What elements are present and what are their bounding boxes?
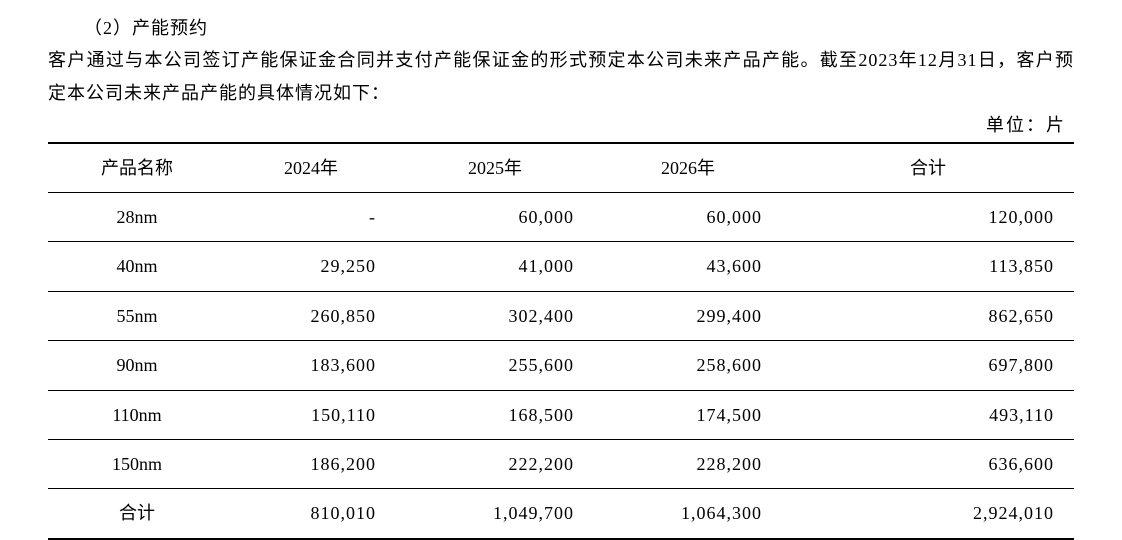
cell-value: 113,850	[782, 242, 1074, 291]
cell-value: 41,000	[396, 242, 594, 291]
section-heading: （2）产能预约	[48, 12, 1074, 44]
unit-label: 单位：片	[48, 109, 1074, 141]
cell-value: 862,650	[782, 291, 1074, 340]
cell-value: 2,924,010	[782, 489, 1074, 539]
cell-value: 299,400	[594, 291, 782, 340]
cell-value: 120,000	[782, 192, 1074, 241]
table-row: 110nm 150,110 168,500 174,500 493,110	[48, 390, 1074, 439]
cell-value: 1,049,700	[396, 489, 594, 539]
table-row: 40nm 29,250 41,000 43,600 113,850	[48, 242, 1074, 291]
cell-value: 697,800	[782, 341, 1074, 390]
table-row: 55nm 260,850 302,400 299,400 862,650	[48, 291, 1074, 340]
cell-product: 40nm	[48, 242, 226, 291]
cell-value: 186,200	[226, 439, 396, 488]
cell-value: 43,600	[594, 242, 782, 291]
cell-value: 60,000	[396, 192, 594, 241]
cell-product: 150nm	[48, 439, 226, 488]
col-header-total: 合计	[782, 143, 1074, 193]
table-header-row: 产品名称 2024年 2025年 2026年 合计	[48, 143, 1074, 193]
cell-product: 55nm	[48, 291, 226, 340]
cell-value: 29,250	[226, 242, 396, 291]
cell-value: -	[226, 192, 396, 241]
cell-product: 90nm	[48, 341, 226, 390]
cell-product: 28nm	[48, 192, 226, 241]
cell-value: 260,850	[226, 291, 396, 340]
cell-product: 110nm	[48, 390, 226, 439]
intro-paragraph: 客户通过与本公司签订产能保证金合同并支付产能保证金的形式预定本公司未来产品产能。…	[48, 44, 1074, 109]
col-header-2026: 2026年	[594, 143, 782, 193]
cell-value: 183,600	[226, 341, 396, 390]
cell-value: 174,500	[594, 390, 782, 439]
cell-value: 636,600	[782, 439, 1074, 488]
col-header-2024: 2024年	[226, 143, 396, 193]
cell-value: 150,110	[226, 390, 396, 439]
cell-value: 168,500	[396, 390, 594, 439]
table-row: 150nm 186,200 222,200 228,200 636,600	[48, 439, 1074, 488]
cell-value: 255,600	[396, 341, 594, 390]
cell-product: 合计	[48, 489, 226, 539]
table-row-total: 合计 810,010 1,049,700 1,064,300 2,924,010	[48, 489, 1074, 539]
cell-value: 60,000	[594, 192, 782, 241]
cell-value: 810,010	[226, 489, 396, 539]
cell-value: 222,200	[396, 439, 594, 488]
cell-value: 493,110	[782, 390, 1074, 439]
cell-value: 1,064,300	[594, 489, 782, 539]
col-header-2025: 2025年	[396, 143, 594, 193]
cell-value: 258,600	[594, 341, 782, 390]
table-row: 90nm 183,600 255,600 258,600 697,800	[48, 341, 1074, 390]
table-body: 28nm - 60,000 60,000 120,000 40nm 29,250…	[48, 192, 1074, 538]
capacity-table: 产品名称 2024年 2025年 2026年 合计 28nm - 60,000 …	[48, 142, 1074, 540]
cell-value: 228,200	[594, 439, 782, 488]
col-header-product: 产品名称	[48, 143, 226, 193]
table-row: 28nm - 60,000 60,000 120,000	[48, 192, 1074, 241]
cell-value: 302,400	[396, 291, 594, 340]
